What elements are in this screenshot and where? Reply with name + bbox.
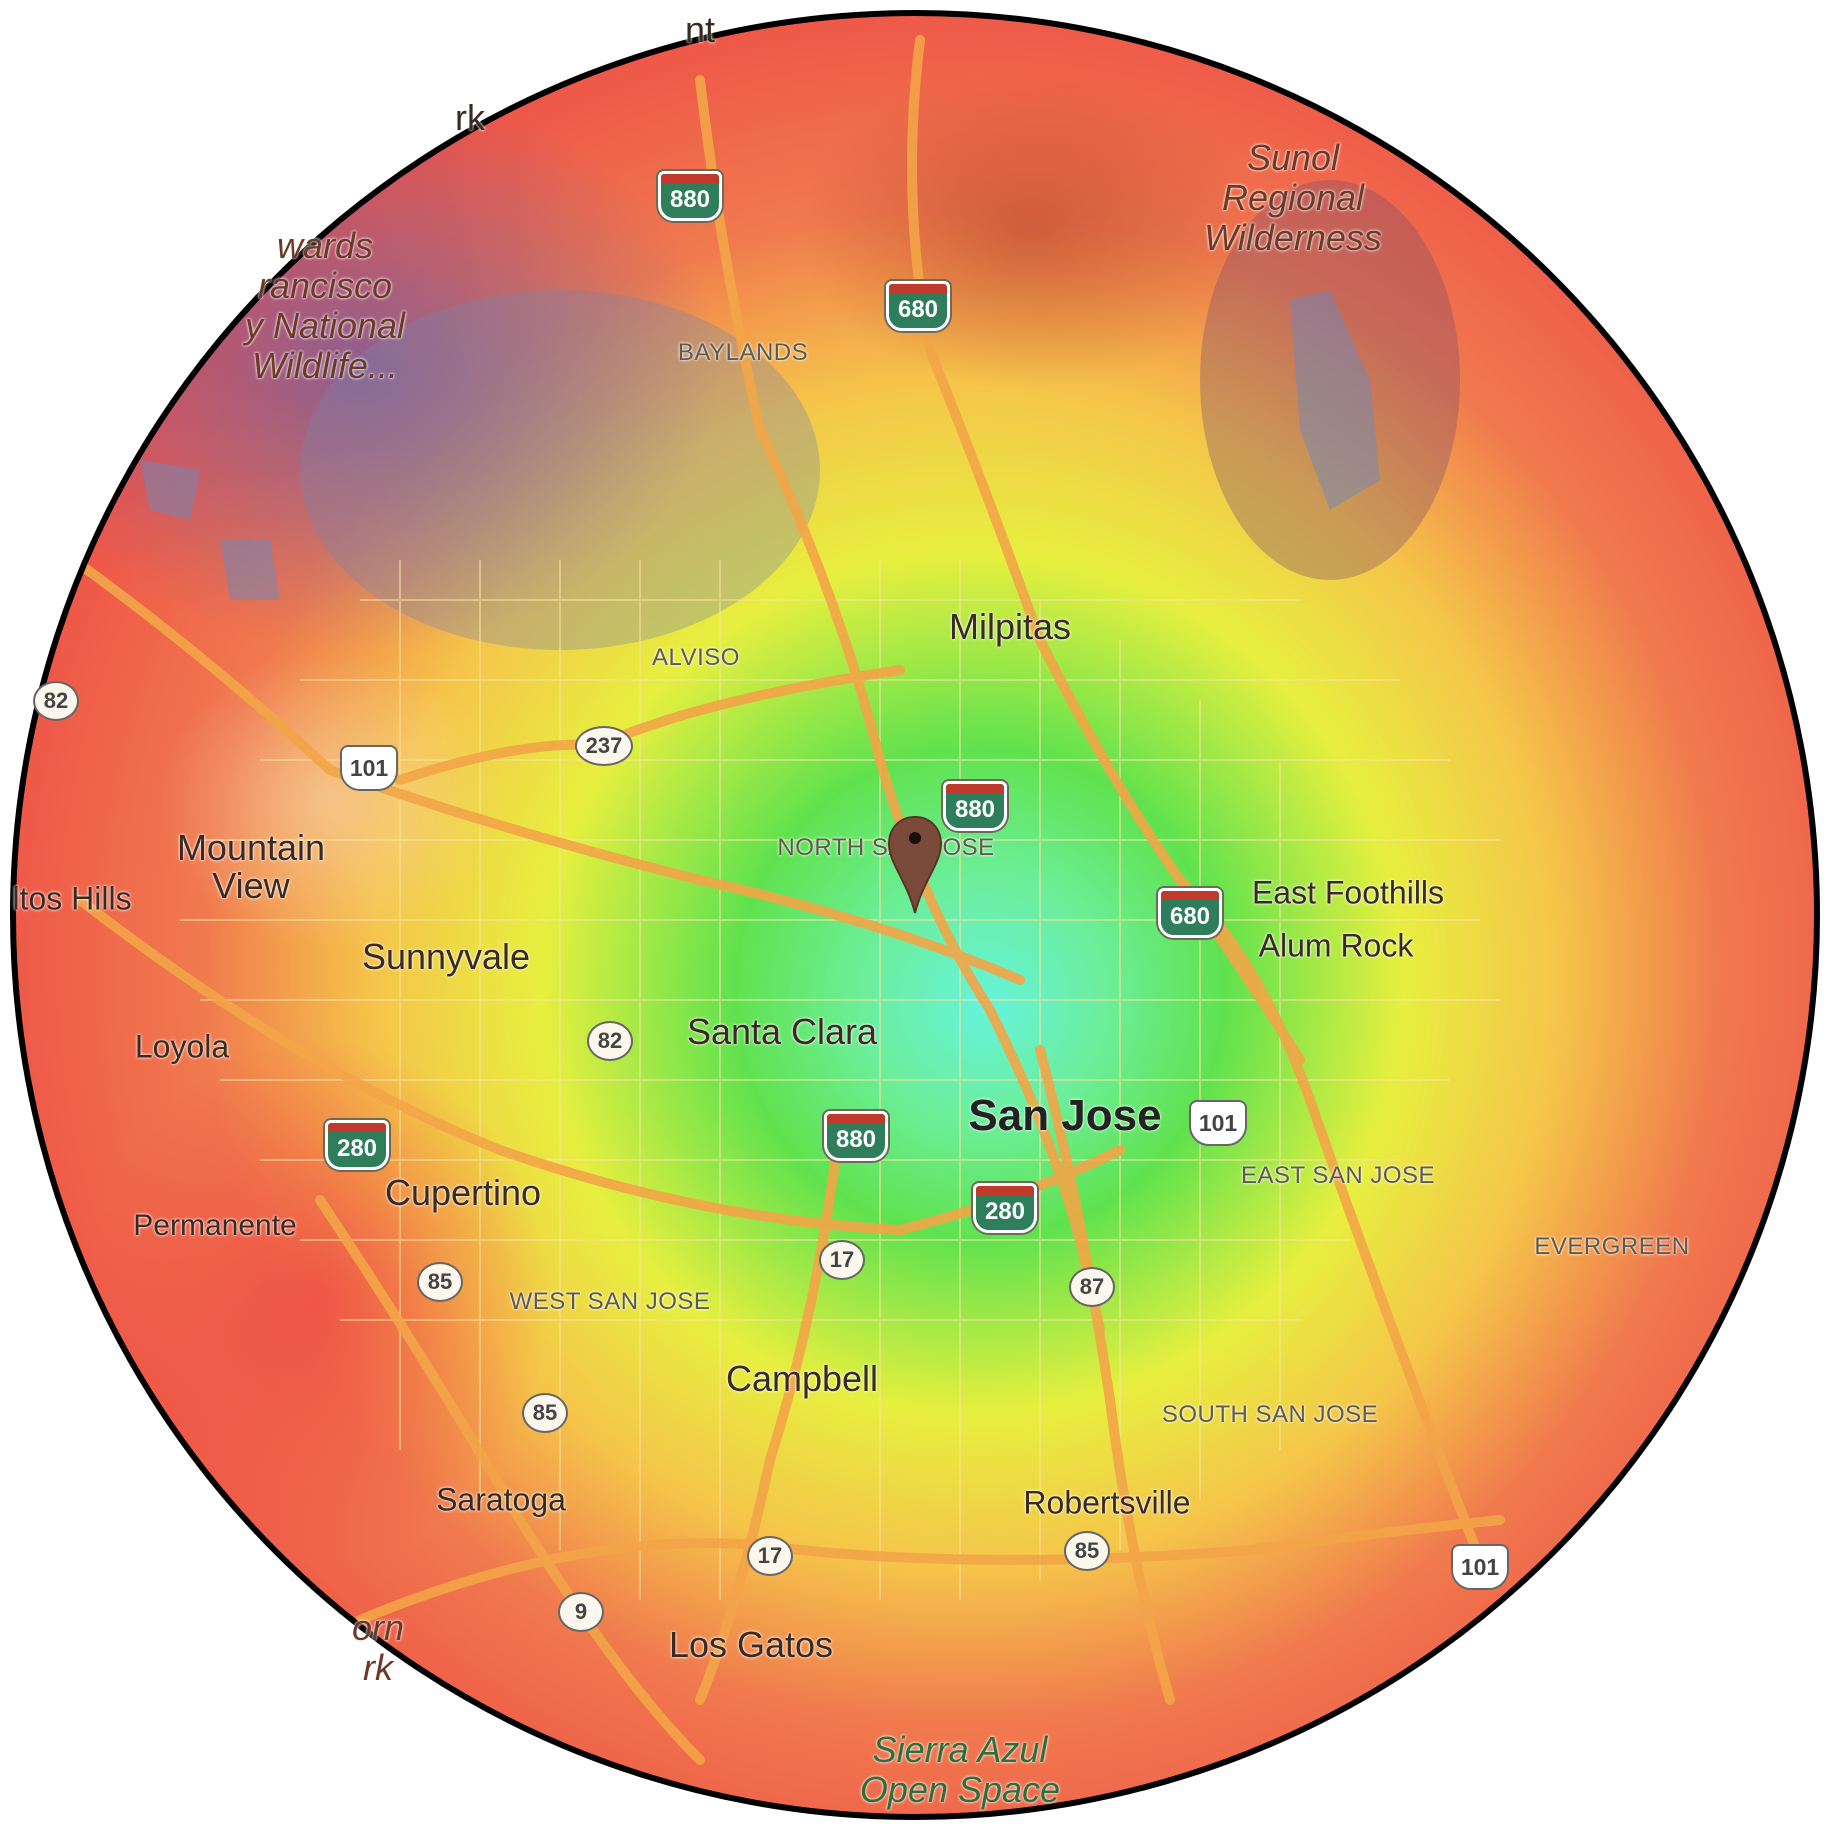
city-label-mountain-view: Mountain View — [176, 827, 326, 906]
bay-sloughs — [140, 290, 1380, 600]
state-route-shield-87: 87 — [1069, 1267, 1115, 1307]
state-route-shield-82: 82 — [587, 1021, 633, 1061]
city-label-east-foothills: East Foothills — [1251, 874, 1445, 911]
neighborhood-label-north-san-jose: NORTH SAN JOSE — [777, 834, 995, 861]
city-label-robertsville: Robertsville — [1023, 1484, 1191, 1521]
city-label-milpitas: Milpitas — [948, 606, 1072, 647]
interstate-shield-880: 880 — [658, 171, 722, 221]
city-label-loyola: Loyola — [134, 1028, 230, 1065]
city-label-campbell: Campbell — [725, 1358, 879, 1399]
city-label-san-jose: San Jose — [968, 1091, 1162, 1140]
interstate-shield-880: 880 — [943, 781, 1007, 831]
state-route-shield-17: 17 — [747, 1536, 793, 1576]
neighborhood-label-baylands: BAYLANDS — [677, 339, 809, 366]
interstate-shield-680: 680 — [1158, 888, 1222, 938]
city-label-saratoga: Saratoga — [436, 1481, 566, 1518]
interstate-shield-280: 280 — [325, 1120, 389, 1170]
city-label-los-gatos: Los Gatos — [668, 1624, 834, 1665]
state-route-shield-237: 237 — [575, 726, 633, 766]
state-route-shield-85: 85 — [522, 1393, 568, 1433]
us-highway-shield-101: 101 — [340, 745, 398, 791]
city-label-alum-rock: Alum Rock — [1258, 927, 1414, 964]
park-label-sierra-azul: Sierra Azul Open Space — [859, 1729, 1061, 1810]
us-highway-shield-101: 101 — [1189, 1100, 1247, 1146]
park-label-fremont-older: orn rk — [351, 1607, 405, 1688]
city-label-cupertino: Cupertino — [384, 1172, 542, 1213]
neighborhood-label-west-san-jose: WEST SAN JOSE — [509, 1288, 711, 1315]
interstate-shield-880: 880 — [824, 1111, 888, 1161]
park-label-sunol: Sunol Regional Wilderness — [1204, 137, 1382, 258]
city-label-santa-clara: Santa Clara — [686, 1011, 878, 1052]
state-route-shield-9: 9 — [558, 1592, 604, 1632]
city-label-permanente: Permanente — [133, 1209, 297, 1242]
interstate-shield-280: 280 — [973, 1183, 1037, 1233]
neighborhood-label-evergreen: EVERGREEN — [1534, 1233, 1690, 1260]
city-label-sunnyvale: Sunnyvale — [361, 936, 531, 977]
circular-frame — [10, 10, 1820, 1820]
neighborhood-label-south-san-jose: SOUTH SAN JOSE — [1161, 1401, 1379, 1428]
state-route-shield-85: 85 — [1064, 1531, 1110, 1571]
interstate-shield-680: 680 — [886, 281, 950, 331]
state-route-shield-85: 85 — [417, 1262, 463, 1302]
edge-label: rk — [455, 97, 485, 138]
park-label-edwards-refuge: wards rancisco y National Wildlife... — [244, 225, 406, 386]
state-route-shield-82: 82 — [33, 681, 79, 721]
edge-label: nt — [684, 9, 716, 50]
neighborhood-label-alviso: ALVISO — [652, 644, 740, 671]
neighborhood-label-east-san-jose: EAST SAN JOSE — [1240, 1162, 1436, 1189]
city-label-los-altos-hills: ltos Hills — [12, 880, 132, 917]
location-pin-icon[interactable] — [885, 815, 945, 915]
us-highway-shield-101: 101 — [1451, 1544, 1509, 1590]
state-route-shield-17: 17 — [819, 1240, 865, 1280]
